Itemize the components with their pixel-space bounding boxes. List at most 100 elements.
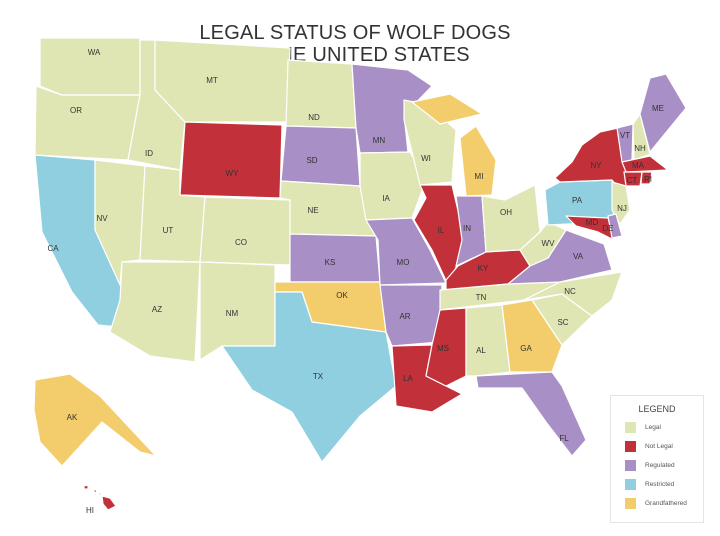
state-shape	[501, 299, 563, 373]
state-label: ME	[652, 104, 664, 113]
state-label: HI	[86, 506, 94, 515]
state-label: WY	[226, 169, 240, 178]
legend-swatch	[625, 422, 636, 433]
map-title-line-1: LEGAL STATUS OF WOLF DOGS	[199, 22, 511, 44]
state-mn: MN	[351, 63, 433, 154]
state-label: SD	[306, 156, 317, 165]
legend-item-grandfathered: Grandfathered	[611, 494, 703, 513]
legend-title: LEGEND	[638, 404, 676, 414]
state-nm: NM	[199, 261, 276, 361]
state-label: IL	[438, 226, 445, 235]
state-label: WV	[542, 239, 556, 248]
legend-item-not-legal: Not Legal	[611, 437, 703, 456]
state-ct: CT	[623, 171, 643, 187]
state-label: MI	[475, 172, 484, 181]
legend-label: Regulated	[645, 462, 675, 469]
state-shape	[154, 39, 291, 123]
state-label: NY	[590, 161, 602, 170]
state-label: KS	[325, 258, 336, 267]
state-il: IL	[413, 184, 467, 286]
state-shape	[459, 125, 497, 197]
legend: LEGEND Legal Not Legal Regulated Restricted…	[610, 395, 704, 523]
state-label: NC	[564, 287, 576, 296]
legend-label: Not Legal	[645, 443, 673, 450]
state-label: NH	[634, 144, 646, 153]
state-shape	[475, 371, 587, 457]
state-label: MN	[373, 136, 386, 145]
state-label: LA	[403, 374, 413, 383]
state-label: RI	[644, 175, 652, 184]
state-ga: GA	[501, 299, 563, 373]
state-shape	[413, 184, 467, 286]
state-shape	[199, 196, 291, 266]
state-shape	[611, 181, 631, 225]
state-ri: RI	[640, 171, 653, 185]
state-shape	[639, 73, 687, 153]
state-wa: WA	[39, 37, 141, 96]
state-shape	[411, 93, 483, 125]
state-nj: NJ	[611, 181, 631, 225]
state-shape	[640, 171, 653, 185]
state-label: MD	[586, 218, 599, 227]
state-shape	[285, 59, 357, 129]
state-shape	[632, 113, 651, 161]
state-fl: FL	[475, 371, 587, 457]
state-label: MT	[206, 76, 218, 85]
state-shape	[33, 373, 157, 467]
state-shape	[179, 121, 283, 199]
state-label: WA	[88, 48, 101, 57]
state-label: DE	[602, 224, 613, 233]
legend-label: Legal	[645, 424, 661, 431]
map-title: LEGAL STATUS OF WOLF DOGS IN THE UNITED …	[0, 22, 720, 66]
legend-swatch	[625, 441, 636, 452]
legend-item-legal: Legal	[611, 418, 703, 437]
state-label: AL	[476, 346, 486, 355]
state-az: AZ	[109, 261, 201, 363]
state-shape	[34, 85, 141, 161]
state-label: NJ	[617, 204, 627, 213]
state-label: GA	[520, 344, 532, 353]
state-wv: WV	[519, 221, 567, 267]
state-hi: HI	[83, 484, 117, 515]
state-co: CO	[199, 196, 291, 266]
legend-swatch	[625, 479, 636, 490]
state-mi: MI	[411, 93, 497, 197]
state-label: OK	[336, 291, 348, 300]
state-or: OR	[34, 85, 141, 161]
state-label: CA	[47, 244, 59, 253]
state-label: AK	[67, 413, 78, 422]
state-label: OR	[70, 106, 82, 115]
state-label: NE	[307, 206, 318, 215]
state-tx: TX	[221, 291, 397, 463]
state-shape	[91, 489, 98, 494]
state-shape	[465, 304, 511, 377]
state-label: UT	[163, 226, 174, 235]
state-ak: AK	[33, 373, 157, 467]
state-sd: SD	[280, 125, 361, 187]
state-label: VT	[620, 131, 630, 140]
state-shape	[97, 492, 102, 497]
state-shape	[221, 291, 397, 463]
legend-item-regulated: Regulated	[611, 456, 703, 475]
state-label: IN	[463, 224, 471, 233]
state-mt: MT	[154, 39, 291, 123]
state-label: ID	[145, 149, 153, 158]
state-shape	[519, 221, 567, 267]
state-shape	[565, 215, 615, 241]
legend-item-restricted: Restricted	[611, 475, 703, 494]
state-nd: ND	[285, 59, 357, 129]
state-shape	[351, 63, 433, 154]
state-label: MS	[437, 344, 449, 353]
state-shape	[280, 125, 361, 187]
state-label: AR	[399, 312, 410, 321]
state-label: CT	[627, 176, 638, 185]
state-label: TX	[313, 372, 324, 381]
state-label: MA	[632, 161, 645, 170]
state-me: ME	[639, 73, 687, 153]
state-label: FL	[559, 434, 569, 443]
state-wy: WY	[179, 121, 283, 199]
state-label: TN	[476, 293, 487, 302]
legend-label: Grandfathered	[645, 500, 687, 507]
state-label: NM	[226, 309, 239, 318]
